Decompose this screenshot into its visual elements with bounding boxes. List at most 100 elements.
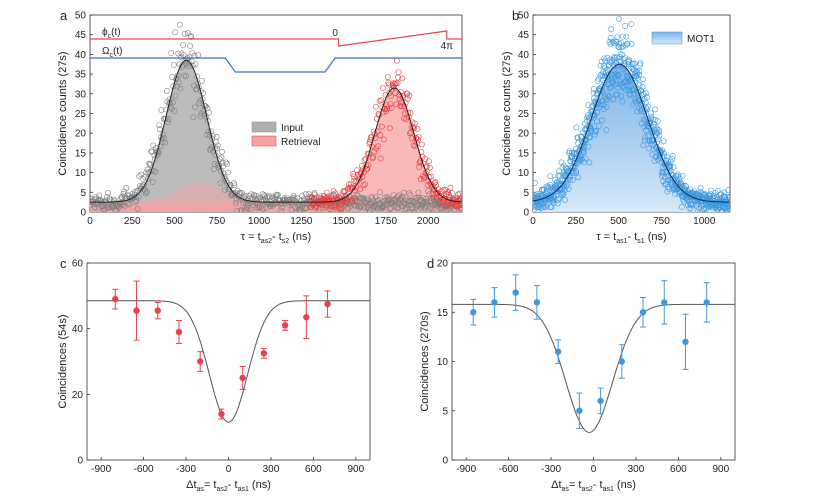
x-axis-title-part: - t [272,231,282,243]
retrieval-point [458,206,462,212]
x-axis-title-part: (ns) [249,479,271,491]
input-point [426,191,433,198]
input-point [430,201,436,208]
input-point [384,193,390,200]
x-axis-title-subscript: as1 [616,238,627,245]
x-tick-label: 1750 [375,216,398,227]
x-tick-label: 1250 [290,216,313,227]
retrieval-area [90,87,462,212]
x-tick-label: 600 [305,464,322,475]
input-point [416,194,422,201]
mot1-point [690,201,696,208]
mot1-point [579,145,586,152]
mot1-point [619,98,626,105]
x-axis-title-subscript: as [197,486,205,493]
retrieval-point [323,189,330,196]
retrieval-point [388,93,394,100]
y-tick-label: 40 [518,50,530,61]
y-tick-label: 45 [75,30,87,41]
x-tick-label: 300 [263,464,280,475]
y-tick-label: 45 [518,30,530,41]
panel-a: a0 250 500 750 1000 1250 1500 1750 2000051015202… [57,8,463,245]
input-point [381,194,388,201]
x-tick-label: 500 [166,216,183,227]
mot1-point [575,174,582,181]
input-point [209,132,216,139]
mot1-point [647,110,654,117]
coupling-label-main: Ω [102,46,110,57]
input-point [409,206,416,212]
mot1-point [687,205,694,212]
input-point [196,100,203,107]
input-point [244,206,251,212]
input-point [161,135,167,141]
mot1-point [610,96,617,103]
retrieval-point [444,200,451,207]
x-tick-label: 600 [670,464,687,475]
mot1-point [605,75,611,82]
x-axis-title-subscript: s2 [282,238,290,245]
retrieval-point [331,203,338,210]
input-point [237,190,244,196]
retrieval-point [411,120,418,127]
retrieval-point [372,134,379,141]
mot1-point [608,26,615,33]
mot1-point [592,128,599,135]
input-point [197,113,204,120]
input-point [397,195,404,202]
y-tick-label: 35 [518,70,530,81]
y-axis-title: Coincidences (270s) [419,311,431,411]
mot1-point [614,73,621,79]
retrieval-point [340,189,347,196]
x-axis-title: τ = tas1- ts1 (ns) [596,231,666,245]
retrieval-point [423,164,430,170]
mot1-point [580,149,587,156]
retrieval-point [430,194,437,201]
legend-input-label: Input [281,123,303,134]
y-tick-label: 20 [518,129,530,140]
data-point [533,299,541,306]
retrieval-point [356,175,363,182]
x-tick-label: 300 [628,464,645,475]
input-point [196,97,203,104]
input-point [425,208,432,212]
y-tick-label: 60 [72,259,84,270]
input-point [219,159,226,166]
panel-c: c -900 -600 -300 0 300 600 900 0 20 40 60 Coincidenc… [57,256,371,493]
input-point [407,192,414,199]
data-point [661,299,668,306]
x-axis-title: Δtas= tas2- tas1 (ns) [551,479,636,493]
mot1-point [547,173,554,179]
mot1-point [595,75,602,82]
input-point [367,207,374,212]
x-tick-label: -600 [499,464,519,475]
mot1-point [594,109,601,116]
input-point [271,200,277,207]
input-point [411,199,418,205]
y-tick-label: 0 [442,456,448,467]
input-point [145,169,152,176]
input-point [116,203,123,210]
input-point [154,152,161,159]
y-tick-label: 50 [518,11,530,22]
retrieval-point [370,128,377,135]
retrieval-point [372,103,379,110]
mot1-point [599,98,606,105]
mot1-point [726,206,730,212]
x-axis-title-part: = t [569,479,582,491]
input-point [427,197,434,204]
x-tick-label: 0 [591,464,597,475]
retrieval-point [360,182,367,189]
retrieval-point [388,105,395,111]
y-tick-label: 30 [518,89,530,100]
y-tick-label: 15 [518,148,530,159]
input-point [162,139,169,146]
mot1-point [637,60,644,67]
x-tick-label: 1500 [333,216,356,227]
retrieval-point [387,101,394,107]
mot1-point [603,127,610,133]
mot1-point [618,40,624,46]
data-point [639,309,647,316]
retrieval-point [337,192,344,199]
mot1-point [632,95,639,102]
